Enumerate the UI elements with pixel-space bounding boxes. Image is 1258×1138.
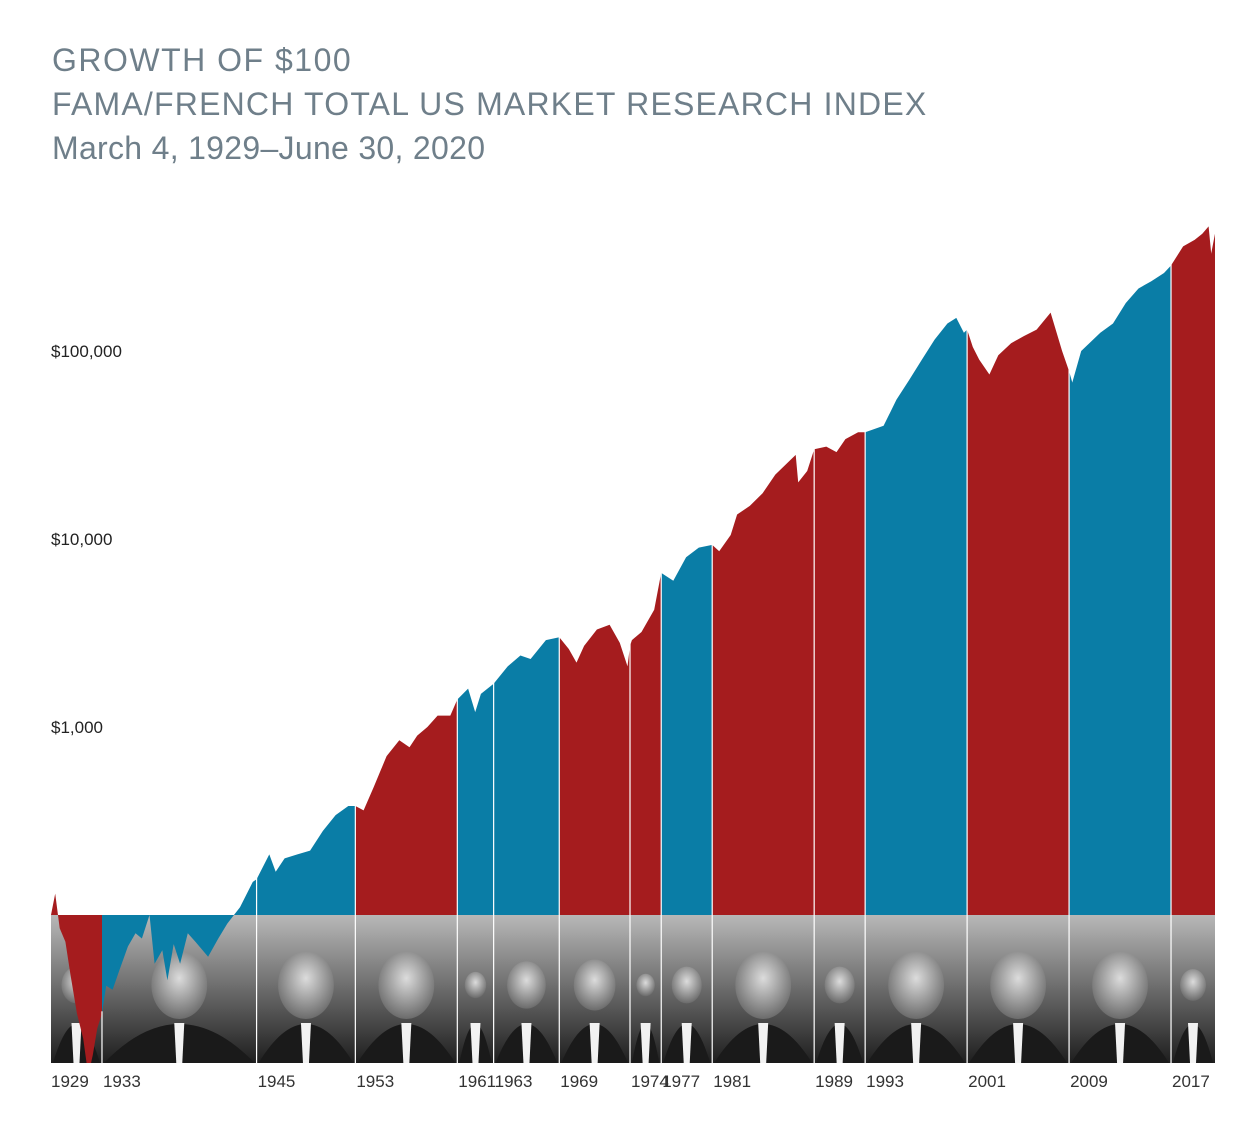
portrait-face-1961 xyxy=(464,971,487,999)
portrait-shirt-1953 xyxy=(401,1023,412,1063)
x-tick-label: 1989 xyxy=(815,1072,853,1091)
portrait-face-1969 xyxy=(573,959,616,1011)
portrait-shirt-2009 xyxy=(1115,1023,1126,1063)
x-tick-label: 1981 xyxy=(713,1072,751,1091)
portrait-face-1981 xyxy=(735,951,792,1019)
portrait-face-1989 xyxy=(824,966,855,1004)
portrait-shirt-1933 xyxy=(174,1023,185,1063)
president-portrait-2001 xyxy=(969,951,1068,1063)
president-photo-band xyxy=(51,915,1215,1063)
president-portrait-1993 xyxy=(867,951,966,1063)
portrait-shirt-1929 xyxy=(71,1023,82,1063)
x-tick-label: 1993 xyxy=(866,1072,904,1091)
portrait-shirt-1963 xyxy=(521,1023,532,1063)
portrait-shirt-1989 xyxy=(834,1023,845,1063)
x-tick-label: 1969 xyxy=(560,1072,598,1091)
portrait-shirt-1961 xyxy=(470,1023,481,1063)
term-area-2009 xyxy=(1069,265,1171,915)
term-area-1989 xyxy=(814,432,866,915)
president-portrait-2009 xyxy=(1071,951,1170,1063)
term-area-1933 xyxy=(102,879,257,915)
term-area-1977 xyxy=(661,544,713,915)
portrait-shirt-1977 xyxy=(681,1023,692,1063)
x-tick-label: 1977 xyxy=(662,1072,700,1091)
portrait-shirt-1969 xyxy=(589,1023,600,1063)
president-portrait-1981 xyxy=(714,951,813,1063)
term-area-1974 xyxy=(630,572,662,915)
y-tick-label: $1,000 xyxy=(51,718,103,737)
x-tick-label: 2017 xyxy=(1172,1072,1210,1091)
portrait-face-2001 xyxy=(990,951,1046,1019)
president-portrait-1963 xyxy=(495,961,558,1063)
term-area-1969 xyxy=(559,624,630,915)
x-tick-label: 1945 xyxy=(258,1072,296,1091)
x-tick-label: 1974 xyxy=(631,1072,669,1091)
chart-date-range: March 4, 1929–June 30, 2020 xyxy=(52,130,486,166)
president-portrait-1974 xyxy=(632,973,660,1063)
y-tick-label: $100,000 xyxy=(51,342,122,361)
term-area-1963 xyxy=(493,637,560,915)
chart-title: GROWTH OF $100 xyxy=(52,42,353,78)
x-tick-label: 2001 xyxy=(968,1072,1006,1091)
x-tick-label: 2009 xyxy=(1070,1072,1108,1091)
x-tick-label: 1961 xyxy=(458,1072,496,1091)
portrait-shirt-1981 xyxy=(758,1023,769,1063)
term-area-1929 xyxy=(51,893,102,915)
term-dip-1929 xyxy=(51,915,102,1063)
portrait-face-1974 xyxy=(636,973,655,997)
portrait-shirt-1945 xyxy=(300,1023,311,1063)
term-area-2001 xyxy=(967,312,1070,915)
president-portrait-1977 xyxy=(663,966,711,1063)
portrait-face-1993 xyxy=(888,951,945,1019)
president-portrait-1933 xyxy=(103,951,255,1063)
portrait-face-2009 xyxy=(1092,951,1148,1019)
term-area-1945 xyxy=(256,806,356,915)
x-tick-label: 1963 xyxy=(495,1072,533,1091)
portrait-face-1945 xyxy=(278,951,334,1019)
x-tick-label: 1933 xyxy=(103,1072,141,1091)
portrait-shirt-1974 xyxy=(640,1023,651,1063)
portrait-face-1953 xyxy=(378,951,435,1019)
term-dip-1933 xyxy=(102,915,257,1014)
president-portrait-1953 xyxy=(357,951,456,1063)
portrait-shirt-2017 xyxy=(1188,1023,1199,1063)
portrait-face-1977 xyxy=(671,966,702,1004)
chart-subtitle: FAMA/FRENCH TOTAL US MARKET RESEARCH IND… xyxy=(52,86,928,122)
portrait-shirt-1993 xyxy=(911,1023,922,1063)
president-portrait-1945 xyxy=(258,951,354,1063)
term-area-2017 xyxy=(1171,226,1215,915)
president-portrait-1961 xyxy=(459,971,492,1063)
x-tick-label: 1953 xyxy=(356,1072,394,1091)
term-area-1993 xyxy=(865,317,968,915)
term-area-1981 xyxy=(712,449,815,915)
president-portrait-1989 xyxy=(816,966,864,1063)
portrait-face-1963 xyxy=(507,961,546,1009)
term-area-1953 xyxy=(355,699,458,915)
portrait-face-2017 xyxy=(1180,969,1206,1001)
president-portrait-1969 xyxy=(561,959,629,1063)
president-portrait-2017 xyxy=(1173,969,1213,1063)
portrait-shirt-2001 xyxy=(1013,1023,1024,1063)
x-tick-label: 1929 xyxy=(51,1072,89,1091)
term-area-1961 xyxy=(457,683,494,915)
y-tick-label: $10,000 xyxy=(51,530,112,549)
